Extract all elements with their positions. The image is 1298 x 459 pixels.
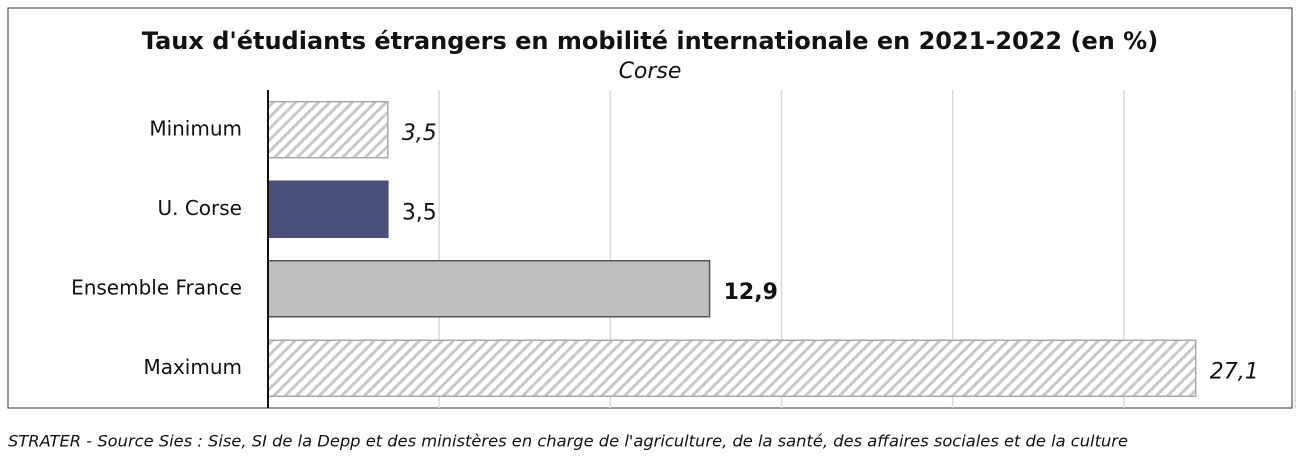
value-label: 3,5	[402, 200, 437, 225]
value-label: 3,5	[402, 121, 437, 146]
y-tick-label: Ensemble France	[71, 275, 242, 299]
chart-subtitle: Corse	[619, 59, 682, 84]
source-note: STRATER - Source Sies : Sise, SI de la D…	[8, 432, 1128, 451]
bar	[267, 260, 711, 318]
frame	[7, 7, 1293, 409]
y-tick-label: Minimum	[149, 116, 242, 140]
y-tick-label: U. Corse	[157, 196, 242, 220]
value-label: 12,9	[724, 280, 778, 305]
bar	[267, 339, 1197, 397]
chart-title: Taux d'étudiants étrangers en mobilité i…	[142, 27, 1158, 55]
y-tick-label: Maximum	[143, 355, 242, 379]
bar	[267, 180, 389, 238]
bar	[267, 101, 389, 159]
value-label: 27,1	[1210, 359, 1259, 384]
